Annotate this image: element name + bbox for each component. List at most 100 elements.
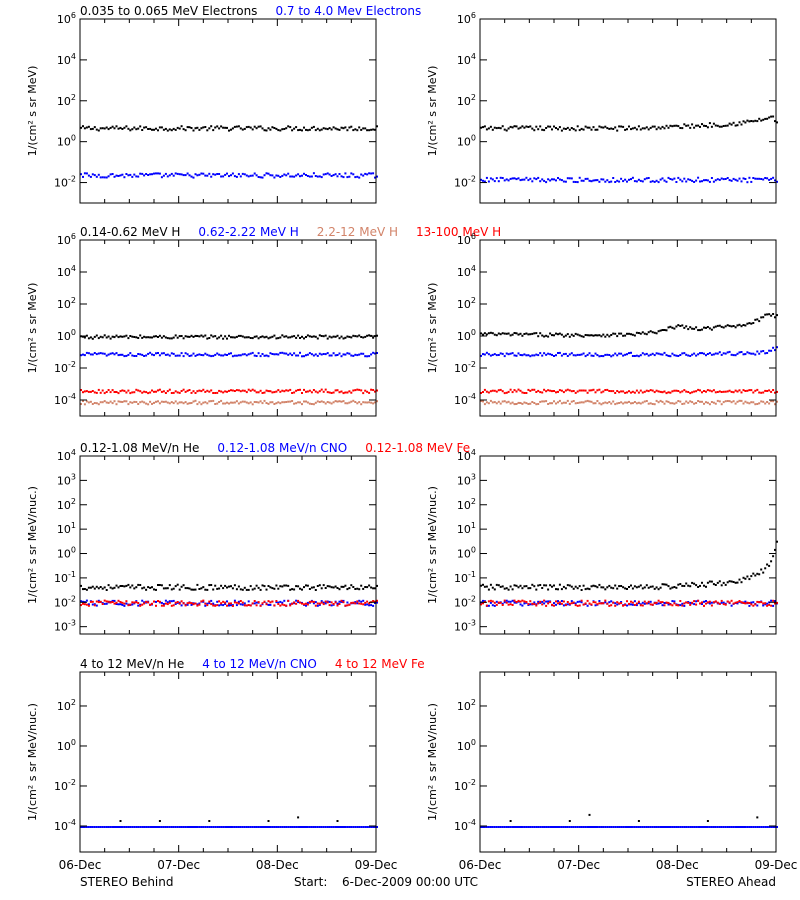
data-point: [722, 178, 725, 181]
data-point: [151, 173, 153, 176]
data-point: [139, 826, 142, 828]
data-point: [722, 125, 725, 127]
data-point: [253, 354, 256, 357]
data-point: [691, 327, 694, 330]
data-point: [279, 600, 282, 603]
data-point: [483, 332, 486, 335]
data-point: [255, 355, 258, 357]
data-point: [596, 826, 599, 828]
data-point: [487, 604, 490, 607]
data-point: [312, 586, 315, 589]
data-point: [141, 336, 144, 339]
data-point: [174, 400, 177, 403]
data-point: [214, 353, 217, 356]
data-point: [683, 402, 686, 405]
data-point: [243, 400, 246, 403]
data-point: [722, 603, 725, 606]
data-point: [208, 400, 211, 403]
data-point: [572, 334, 575, 337]
data-point: [127, 583, 130, 586]
data-point: [214, 584, 217, 587]
data-point: [714, 325, 717, 328]
data-point: [228, 402, 230, 405]
data-point: [706, 601, 709, 604]
data-point: [750, 401, 753, 404]
data-point: [125, 602, 128, 605]
data-point: [651, 403, 654, 405]
data-point: [348, 390, 351, 393]
data-point: [149, 586, 152, 589]
data-point: [576, 333, 579, 336]
data-point: [557, 128, 559, 131]
data-point: [624, 334, 627, 337]
data-point: [764, 117, 767, 120]
data-point: [681, 403, 684, 405]
data-point: [216, 600, 219, 603]
data-point: [551, 128, 553, 131]
data-point: [614, 392, 617, 394]
data-point: [352, 354, 355, 357]
data-point: [708, 327, 711, 330]
data-point: [344, 826, 347, 828]
data-point: [139, 390, 142, 393]
data-point: [645, 400, 648, 402]
data-point: [196, 603, 199, 606]
data-point: [301, 174, 303, 177]
data-point: [756, 826, 759, 828]
data-point: [80, 389, 82, 391]
data-point: [600, 355, 603, 357]
data-point: [320, 587, 323, 590]
data-point: [194, 392, 197, 394]
data-point: [762, 602, 765, 605]
data-point: [525, 392, 528, 394]
data-point: [231, 587, 234, 590]
legend-entry: 4 to 12 MeV Fe: [317, 657, 425, 671]
data-point: [346, 588, 349, 591]
data-point: [153, 354, 155, 357]
y-axis-label: 1/(cm² s sr MeV): [26, 66, 39, 157]
data-point: [572, 128, 575, 131]
data-point: [691, 401, 694, 404]
data-point: [174, 172, 177, 175]
data-point: [592, 334, 595, 337]
data-point: [612, 177, 615, 179]
data-point: [212, 602, 215, 605]
data-point: [129, 586, 132, 589]
data-point: [360, 173, 363, 176]
data-point: [655, 352, 658, 355]
data-point: [756, 318, 759, 321]
data-point: [716, 601, 719, 604]
data-point: [574, 332, 577, 335]
data-point: [681, 352, 684, 355]
data-point: [303, 603, 305, 606]
y-tick-label: 104: [457, 264, 476, 279]
data-point: [653, 180, 656, 183]
data-point: [354, 401, 357, 403]
data-point: [519, 332, 522, 335]
data-point: [726, 600, 729, 603]
data-point: [610, 586, 613, 589]
data-point: [639, 332, 642, 335]
data-point: [158, 584, 161, 586]
data-point: [620, 332, 623, 335]
data-point: [710, 328, 713, 331]
data-point: [663, 402, 666, 405]
data-point: [539, 826, 542, 828]
data-point: [590, 180, 593, 183]
data-point: [527, 587, 530, 590]
data-point: [93, 126, 96, 129]
data-point: [332, 391, 335, 394]
plot-frame: [79, 239, 377, 417]
data-point: [600, 403, 603, 406]
data-point: [172, 391, 175, 394]
data-point: [691, 353, 694, 356]
data-point: [483, 403, 486, 406]
data-point: [162, 174, 165, 177]
data-point: [237, 600, 240, 603]
data-point: [626, 604, 628, 607]
data-point: [695, 826, 698, 828]
data-point: [228, 602, 230, 605]
data-point: [202, 335, 205, 338]
data-point: [533, 603, 536, 606]
data-point: [218, 336, 221, 339]
